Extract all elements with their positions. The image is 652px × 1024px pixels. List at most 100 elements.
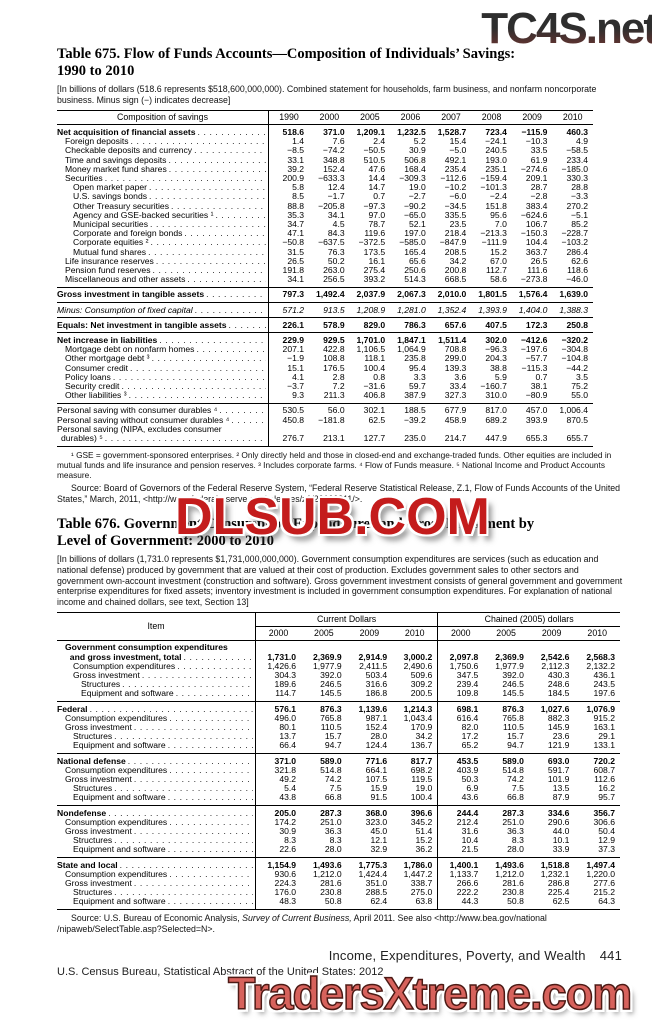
value-cell: 450.8 bbox=[268, 415, 310, 425]
table-row: Security credit−3.7 7.2 −31.6 59.7 33.4 −160.… bbox=[57, 381, 593, 392]
table-row: Time and savings deposits33.1 348.8 510.5 5… bbox=[57, 154, 593, 165]
value-cell: 36.3 bbox=[507, 825, 524, 836]
value-cell: 2,067.3 bbox=[397, 289, 426, 300]
value-cell: 218.4 bbox=[444, 228, 467, 239]
value-cell: 664.1 bbox=[365, 764, 388, 775]
value-cell: 28.0 bbox=[507, 844, 524, 855]
value-cell: 110.5 bbox=[503, 721, 524, 732]
table-676-title: Table 676. Government Consumption Expend… bbox=[57, 516, 620, 550]
leader-dots bbox=[229, 321, 266, 330]
value-cell: 145.5 bbox=[502, 688, 524, 699]
value-cell: −3.7 bbox=[268, 381, 310, 392]
row-label: Security credit bbox=[57, 382, 269, 391]
value-cell: 1,701.0 bbox=[356, 334, 386, 345]
running-head: Income, Expenditures, Poverty, and Wealt… bbox=[329, 948, 622, 963]
leader-dots bbox=[231, 416, 266, 425]
value-cell: 15.7 bbox=[507, 731, 524, 742]
leader-dots bbox=[150, 220, 266, 229]
table-row: National defense371.0 589.0 771.6 817.7 453.… bbox=[57, 753, 620, 766]
value-cell: 15.9 bbox=[370, 783, 388, 794]
leader-dots bbox=[105, 174, 266, 183]
value-cell: 876.3 bbox=[320, 703, 342, 714]
value-cell: 616.4 bbox=[437, 713, 484, 723]
value-cell: 66.4 bbox=[255, 741, 302, 754]
value-cell: 396.6 bbox=[410, 807, 433, 818]
value-cell: 371.0 bbox=[323, 126, 345, 137]
table-group: Net acquisition of financial assets518.6… bbox=[57, 124, 593, 288]
leader-dots bbox=[196, 345, 266, 354]
value-cell: 94.7 bbox=[324, 740, 342, 751]
value-cell: −213.3 bbox=[480, 228, 507, 239]
leader-dots bbox=[114, 836, 253, 845]
value-cell: 31.6 bbox=[437, 826, 484, 837]
value-cell: 3.3 bbox=[413, 371, 426, 382]
value-cell: −57.7 bbox=[525, 353, 548, 364]
footnote-text: ¹ GSE = government-sponsored enterprises… bbox=[57, 449, 612, 480]
value-cell: 193.0 bbox=[485, 154, 507, 165]
value-cell: 26.5 bbox=[530, 255, 548, 266]
value-cell: 1,232.1 bbox=[540, 868, 570, 879]
value-cell: 2.4 bbox=[373, 136, 386, 147]
value-cell: 281.6 bbox=[320, 877, 342, 888]
table-row: Gross investment30.9 36.3 45.0 51.4 31.6 36.3… bbox=[57, 825, 620, 837]
table-676: Item Current Dollars Chained (2005) doll… bbox=[57, 612, 620, 910]
table-row: Equipment and software114.7 145.5 186.8 200… bbox=[57, 688, 620, 702]
table-row: Net acquisition of financial assets518.6… bbox=[57, 124, 593, 138]
value-cell: 94.7 bbox=[507, 740, 524, 751]
value-cell: 677.9 bbox=[444, 405, 467, 416]
group-header-chained: Chained (2005) dollars bbox=[437, 612, 620, 627]
value-cell: 47.1 bbox=[268, 229, 310, 239]
leader-dots bbox=[168, 741, 253, 750]
value-cell: 127.7 bbox=[363, 433, 386, 443]
row-label: Structures bbox=[57, 836, 256, 845]
value-cell: −112.6 bbox=[440, 173, 467, 183]
value-cell: 510.5 bbox=[363, 154, 386, 165]
value-cell: 263.0 bbox=[323, 265, 345, 276]
value-cell: 14.7 bbox=[368, 182, 386, 193]
table-row: Consumption expenditures930.6 1,212.0 1,42… bbox=[57, 868, 620, 879]
value-cell: −205.8 bbox=[318, 200, 345, 211]
row-label: Policy loans bbox=[57, 373, 269, 382]
value-cell: 492.1 bbox=[444, 154, 467, 165]
value-cell: 256.5 bbox=[323, 274, 345, 285]
row-label: Structures bbox=[57, 784, 256, 793]
value-cell: −304.8 bbox=[561, 344, 588, 355]
value-cell: 56.0 bbox=[327, 405, 345, 416]
value-cell: 35.3 bbox=[268, 210, 310, 221]
value-cell: 109.8 bbox=[437, 689, 484, 702]
row-label: Nondefense bbox=[57, 805, 256, 818]
value-cell: 10.4 bbox=[437, 835, 484, 846]
value-cell: 34.1 bbox=[268, 275, 310, 288]
row-label: Municipal securities bbox=[57, 220, 269, 229]
value-cell: 327.3 bbox=[444, 390, 467, 401]
table-675-note: [In billions of dollars (518.6 represent… bbox=[57, 84, 597, 105]
watermark-tradersxtreme: TradersXtreme.com bbox=[227, 967, 633, 1020]
value-cell: 136.7 bbox=[410, 740, 433, 751]
leader-dots bbox=[195, 306, 266, 315]
leader-dots bbox=[169, 714, 253, 723]
leader-dots bbox=[169, 818, 253, 827]
table-row: Equipment and software48.3 50.8 62.4 63.8 44… bbox=[57, 897, 620, 910]
value-cell: 84.3 bbox=[327, 228, 345, 239]
value-cell: 1,076.9 bbox=[586, 703, 615, 714]
leader-dots bbox=[128, 757, 253, 766]
leader-dots bbox=[90, 705, 253, 714]
row-label: Equipment and software bbox=[57, 741, 256, 753]
row-label: Personal saving (NIPA, excludes consumer… bbox=[57, 425, 269, 446]
table-676-source: Source: U.S. Bureau of Economic Analysis… bbox=[57, 913, 623, 934]
table-675-title: Table 675. Flow of Funds Accounts—Compos… bbox=[57, 46, 620, 80]
leader-dots bbox=[184, 229, 266, 238]
value-cell: 576.1 bbox=[255, 701, 302, 714]
value-cell: 95.6 bbox=[490, 209, 507, 220]
value-cell: −46.0 bbox=[566, 274, 588, 285]
value-cell: 121.9 bbox=[547, 740, 570, 751]
value-cell: 163.1 bbox=[593, 721, 615, 732]
value-cell: 15.1 bbox=[268, 363, 310, 373]
group-header-current: Current Dollars bbox=[254, 612, 438, 627]
source-text: April 2011. See also <http://www.bea.gov… bbox=[57, 912, 547, 934]
value-cell: 15.4 bbox=[449, 136, 467, 147]
value-cell: 1,977.9 bbox=[495, 660, 524, 671]
leader-dots bbox=[206, 290, 266, 299]
table-row: Corporate equities ²−50.8 −637.5 −372.5 −58… bbox=[57, 238, 593, 248]
value-cell: 7.2 bbox=[332, 381, 345, 391]
